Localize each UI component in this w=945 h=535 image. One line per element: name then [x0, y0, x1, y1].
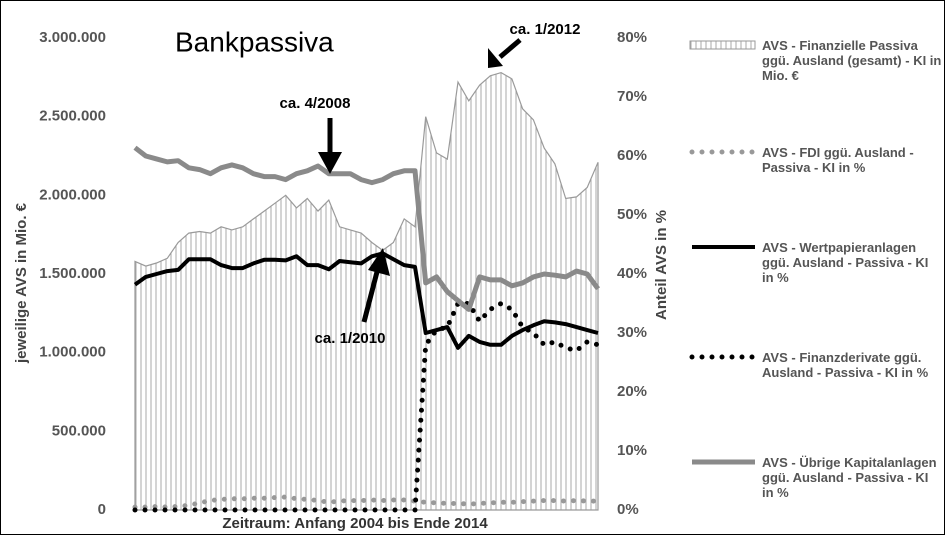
arrow-head [368, 248, 390, 276]
y2-axis-label: Anteil AVS in % [653, 210, 670, 320]
legend-label: AVS - FDI ggü. Ausland - Passiva - KI in… [762, 145, 914, 175]
line [132, 494, 601, 510]
y2-tick-label: 70% [617, 88, 647, 105]
annotation: ca. 1/2012 [510, 21, 581, 38]
y-tick-label: 1.500.000 [39, 265, 106, 282]
area [134, 71, 599, 511]
y-tick-label: 2.000.000 [39, 186, 106, 203]
y2-tick-label: 80% [617, 29, 647, 46]
y-tick-label: 0 [98, 501, 106, 518]
legend-label: AVS - Finanzderivate ggü. Ausland - Pass… [762, 350, 929, 380]
line [132, 300, 601, 513]
arrow [361, 267, 381, 323]
x-axis-label: Zeitraum: Anfang 2004 bis Ende 2014 [222, 515, 488, 532]
chart-title: Bankpassiva [175, 26, 334, 57]
legend-label: AVS - Wertpapieranlagen ggü. Ausland - P… [762, 240, 929, 285]
y2-tick-label: 60% [617, 147, 647, 164]
y-tick-label: 1.000.000 [39, 344, 106, 361]
legend-swatch [689, 40, 756, 50]
y-axis-label: jeweilige AVS in Mio. € [13, 202, 30, 364]
y-tick-label: 500.000 [52, 422, 106, 439]
arrow [498, 38, 522, 59]
y2-tick-label: 40% [617, 265, 647, 282]
y2-tick-label: 30% [617, 324, 647, 341]
legend-label: AVS - Übrige Kapitalanlagen ggü. Ausland… [762, 455, 937, 500]
y2-tick-label: 50% [617, 206, 647, 223]
legend-label: AVS - Finanzielle Passiva ggü. Ausland (… [762, 38, 942, 83]
y-tick-label: 2.500.000 [39, 108, 106, 125]
annotation: ca. 4/2008 [280, 95, 351, 112]
arrow-head [488, 48, 503, 68]
y2-tick-label: 20% [617, 383, 647, 400]
y-tick-label: 3.000.000 [39, 29, 106, 46]
arrow-head [318, 152, 342, 174]
y2-tick-label: 10% [617, 442, 647, 459]
line [133, 145, 601, 312]
y2-tick-label: 0% [617, 501, 639, 518]
annotation: ca. 1/2010 [315, 330, 386, 347]
line [133, 251, 599, 350]
